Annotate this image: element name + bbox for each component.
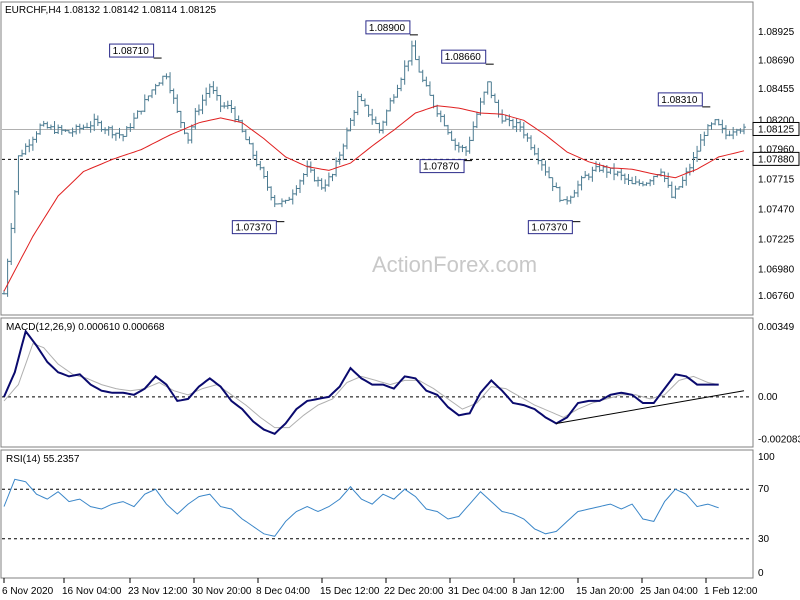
- macd-y-tick-label: 0.00349: [758, 322, 795, 333]
- x-tick-label: 25 Jan 04:00: [640, 586, 698, 597]
- annotation-box: [365, 20, 411, 35]
- annotation-value: 1.07870: [423, 162, 460, 173]
- x-tick-label: 1 Feb 12:00: [704, 586, 758, 597]
- price-y-tick-label: 1.08925: [758, 27, 795, 38]
- price-annotation: 1.07370: [527, 220, 581, 235]
- annotation-box: [527, 220, 573, 235]
- price-series-layer: [2, 40, 752, 297]
- macd-title: MACD(12,26,9) 0.000610 0.000668: [6, 322, 165, 333]
- price-annotation: 1.08660: [441, 49, 494, 65]
- price-y-tick-label: 1.07715: [758, 175, 795, 186]
- x-tick-label: 30 Nov 20:00: [192, 586, 252, 597]
- x-tick-label: 22 Dec 20:00: [384, 586, 444, 597]
- price-y-tick-label: 1.07225: [758, 234, 795, 245]
- annotation-box: [109, 43, 155, 58]
- annotation-value: 1.07370: [235, 223, 272, 234]
- annotation-box: [657, 92, 703, 107]
- price-y-tick-label: 1.08690: [758, 55, 795, 66]
- annotation-box: [231, 220, 277, 235]
- x-tick-label: 6 Nov 2020: [2, 586, 54, 597]
- rsi-y-tick-label: 30: [758, 534, 770, 545]
- annotation-box: [441, 49, 487, 64]
- macd-series-layer: [2, 329, 752, 435]
- macd-trendline: [556, 390, 745, 424]
- price-annotation: 1.08900: [365, 20, 418, 36]
- macd-panel-frame: [0, 317, 754, 448]
- annotation-box: [419, 159, 465, 174]
- x-tick-label: 15 Dec 12:00: [320, 586, 380, 597]
- macd-y-tick-label: 0.00: [758, 392, 778, 403]
- x-tick-label: 23 Nov 12:00: [128, 586, 188, 597]
- x-tick-label: 15 Jan 20:00: [576, 586, 634, 597]
- annotation-value: 1.08660: [445, 52, 482, 63]
- price-y-tick-label: 1.07470: [758, 204, 795, 215]
- current-price-tag: [752, 121, 800, 136]
- price-chart-title: EURCHF,H4 1.08132 1.08142 1.08114 1.0812…: [5, 5, 217, 16]
- x-tick-label: 16 Nov 04:00: [62, 586, 122, 597]
- annotation-value: 1.08310: [661, 95, 698, 106]
- macd-main-line: [3, 329, 719, 435]
- annotation-layer: 1.08710 1.08900 1.08660 1.08310 1.07870 1.073…: [109, 20, 711, 235]
- price-y-tick-label: 1.07960: [758, 145, 795, 156]
- current-price-label: 1.08125: [758, 124, 795, 135]
- rsi-y-tick-label: 100: [758, 452, 775, 463]
- level-price-tag: [752, 151, 800, 166]
- annotation-value: 1.08710: [113, 46, 150, 57]
- price-annotation: 1.08710: [109, 43, 162, 59]
- price-annotation: 1.07870: [419, 159, 473, 174]
- rsi-line: [3, 478, 719, 537]
- rsi-panel-frame: [0, 449, 754, 579]
- price-annotation: 1.08310: [657, 92, 711, 108]
- rsi-y-tick-label: 0: [758, 568, 764, 579]
- ohlc-bar: [276, 203, 281, 205]
- macd-y-tick-label: -0.002083: [758, 435, 800, 446]
- ohlc-bar: [742, 123, 746, 135]
- price-annotation: 1.07370: [231, 220, 285, 235]
- rsi-series-layer: [2, 478, 752, 540]
- axis-labels-layer: 1.08925 1.08690 1.08455 1.08200 1.07960 1.077…: [2, 27, 800, 597]
- price-y-tick-label: 1.06980: [758, 264, 795, 275]
- level-price-label: 1.07880: [758, 154, 795, 165]
- rsi-title: RSI(14) 55.2357: [6, 454, 80, 465]
- watermark: ActionForex.com: [372, 252, 537, 277]
- x-tick-label: 31 Dec 04:00: [448, 586, 508, 597]
- price-y-tick-label: 1.08455: [758, 84, 795, 95]
- x-tick-label: 8 Jan 12:00: [512, 586, 565, 597]
- annotation-value: 1.08900: [369, 23, 406, 34]
- x-tick-label: 8 Dec 04:00: [256, 586, 310, 597]
- annotation-value: 1.07370: [531, 223, 568, 234]
- price-y-tick-label: 1.08200: [758, 115, 795, 126]
- rsi-y-tick-label: 70: [758, 484, 770, 495]
- moving-average-line: [3, 105, 745, 292]
- price-y-tick-label: 1.06760: [758, 291, 795, 302]
